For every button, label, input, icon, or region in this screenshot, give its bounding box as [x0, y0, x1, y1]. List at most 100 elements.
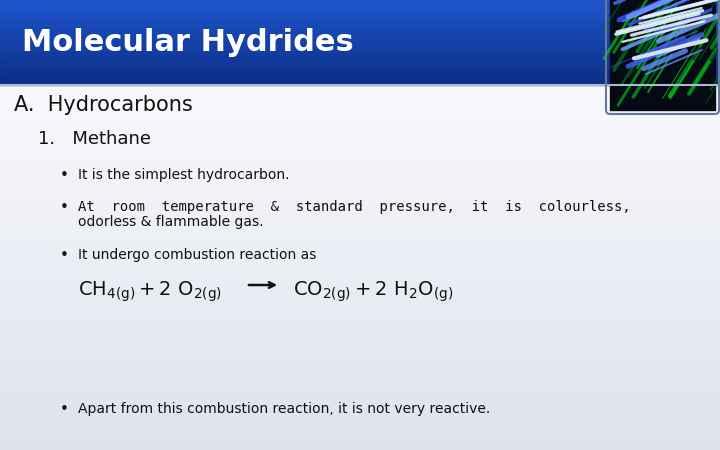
Bar — [0, 446, 720, 450]
Bar — [0, 38, 720, 39]
Bar — [0, 424, 720, 428]
Bar — [0, 81, 720, 83]
Bar — [0, 95, 720, 99]
Bar — [0, 187, 720, 191]
Bar — [0, 77, 720, 79]
Bar — [0, 165, 720, 169]
Bar — [0, 8, 720, 9]
Bar — [0, 289, 720, 293]
Bar — [0, 78, 720, 80]
Bar — [0, 406, 720, 410]
Bar — [0, 158, 720, 162]
Bar — [0, 17, 720, 18]
Text: 1.   Methane: 1. Methane — [38, 130, 151, 148]
Bar — [0, 168, 720, 173]
Bar — [0, 88, 720, 92]
Bar — [0, 68, 720, 69]
Bar — [0, 391, 720, 395]
Bar — [0, 420, 720, 424]
Bar — [0, 194, 720, 198]
Bar — [0, 183, 720, 187]
Bar — [0, 380, 720, 384]
Bar — [0, 190, 720, 194]
Bar — [0, 15, 720, 17]
Bar — [0, 4, 720, 5]
Bar — [0, 110, 720, 114]
Bar — [0, 14, 720, 15]
Bar — [0, 74, 720, 76]
Bar — [0, 50, 720, 52]
Bar — [0, 329, 720, 333]
Bar — [0, 58, 720, 59]
Bar — [0, 18, 720, 20]
Bar — [0, 209, 720, 213]
Bar — [0, 135, 720, 140]
Bar — [0, 76, 720, 77]
Bar — [0, 55, 720, 56]
Bar — [0, 33, 720, 35]
Bar — [0, 2, 720, 3]
Bar — [0, 44, 720, 46]
Bar — [0, 54, 720, 55]
Bar — [0, 154, 720, 158]
Bar — [0, 70, 720, 71]
Bar — [0, 11, 720, 13]
Text: •: • — [60, 402, 69, 417]
Bar — [0, 125, 720, 129]
Bar — [0, 252, 720, 256]
Bar — [0, 245, 720, 249]
Bar — [0, 128, 720, 132]
Bar — [0, 47, 720, 49]
Bar — [0, 292, 720, 297]
Bar — [0, 21, 720, 22]
Bar — [0, 307, 720, 311]
Text: $\mathregular{CO_{2(g)} + 2\ H_2O_{(g)}}$: $\mathregular{CO_{2(g)} + 2\ H_2O_{(g)}}… — [293, 280, 453, 305]
Bar — [0, 223, 720, 227]
Bar — [0, 60, 720, 62]
Bar — [0, 27, 720, 29]
Bar — [0, 435, 720, 439]
Bar — [0, 369, 720, 374]
Bar — [0, 260, 720, 264]
Bar — [0, 325, 720, 329]
Bar — [0, 351, 720, 355]
Bar — [0, 46, 720, 48]
Bar — [0, 249, 720, 253]
Bar — [0, 139, 720, 144]
Bar — [0, 67, 720, 68]
Bar — [0, 296, 720, 300]
Bar — [0, 79, 720, 81]
Bar — [0, 234, 720, 238]
Bar — [0, 365, 720, 370]
Text: A.  Hydrocarbons: A. Hydrocarbons — [14, 95, 193, 115]
Bar — [0, 0, 720, 2]
Text: It undergo combustion reaction as: It undergo combustion reaction as — [78, 248, 316, 262]
Bar — [0, 12, 720, 14]
Bar — [0, 56, 720, 57]
Bar — [0, 9, 720, 11]
Bar — [0, 417, 720, 421]
Bar — [0, 64, 720, 66]
Bar — [0, 39, 720, 40]
Bar — [0, 80, 720, 82]
Bar — [0, 285, 720, 289]
Bar — [0, 7, 720, 9]
Bar — [0, 26, 720, 27]
Bar — [0, 172, 720, 176]
Bar — [0, 14, 720, 16]
Bar — [0, 59, 720, 61]
Bar — [0, 242, 720, 246]
Bar — [0, 256, 720, 260]
Bar — [0, 53, 720, 54]
Bar — [0, 212, 720, 216]
Bar — [0, 311, 720, 315]
Bar — [0, 32, 720, 33]
Bar — [0, 6, 720, 8]
Bar — [0, 282, 720, 286]
Bar — [0, 410, 720, 414]
Bar — [0, 114, 720, 118]
Bar — [0, 318, 720, 322]
Text: •: • — [60, 168, 69, 183]
Bar — [0, 75, 720, 76]
Bar — [0, 35, 720, 36]
